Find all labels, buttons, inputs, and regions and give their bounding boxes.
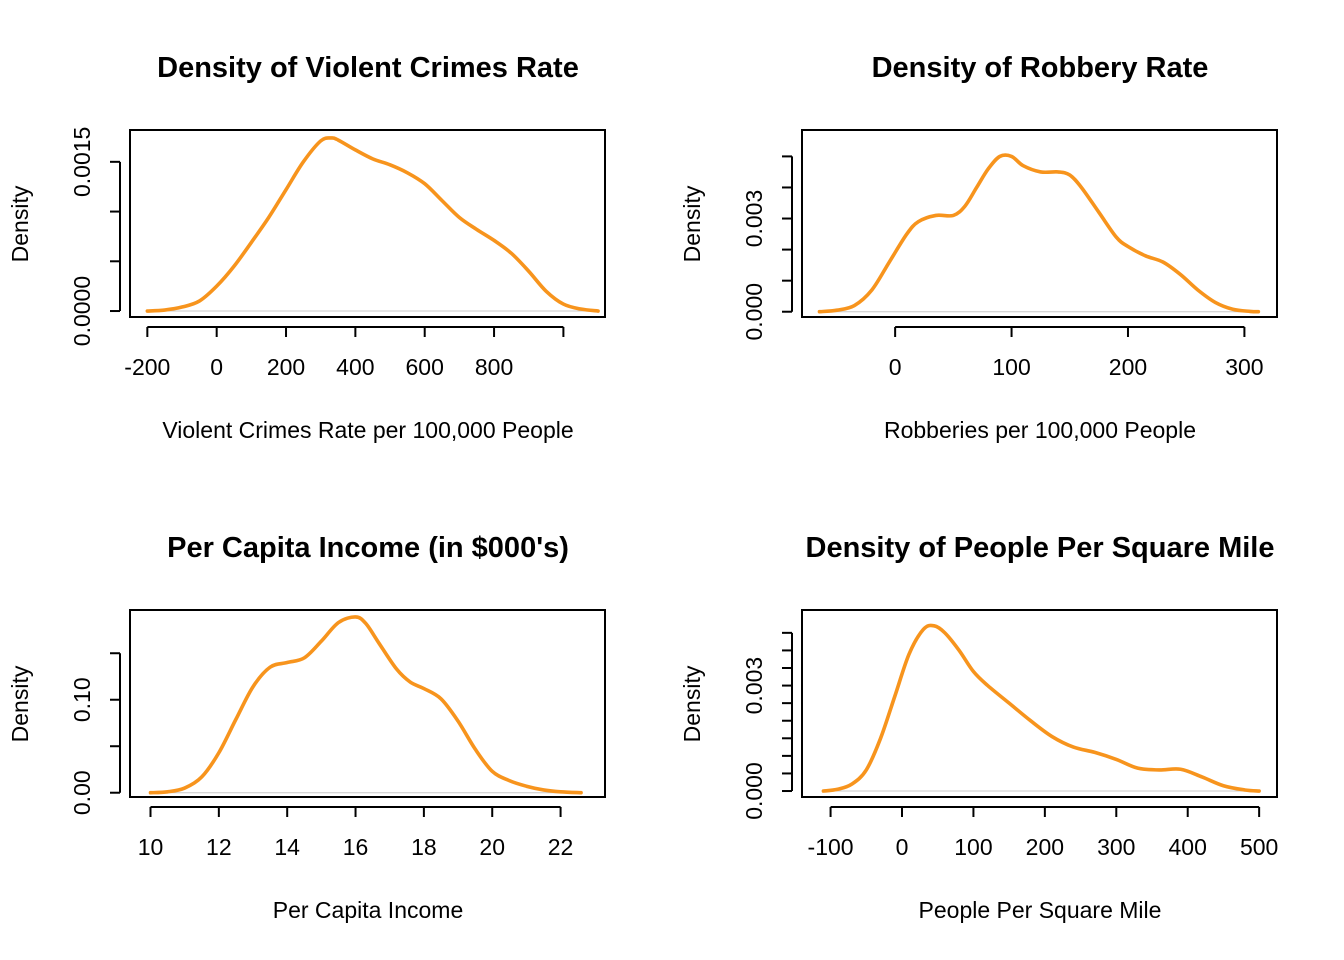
x-tick-label: 20 [479, 834, 505, 860]
x-tick-label: 500 [1240, 834, 1278, 860]
x-tick-label: -100 [808, 834, 854, 860]
y-tick-label: 0.000 [741, 762, 767, 820]
density-curve [821, 623, 1261, 793]
panel-title: Density of People Per Square Mile [806, 532, 1275, 564]
x-tick-label: 200 [1109, 354, 1147, 380]
x-tick-label: 300 [1225, 354, 1263, 380]
density-curve [145, 136, 600, 313]
y-axis-label: Density [679, 185, 705, 262]
x-tick-label: 10 [138, 834, 164, 860]
panel-people-per-square-mile: Density of People Per Square Mile People… [679, 532, 1278, 923]
x-axis-label: Violent Crimes Rate per 100,000 People [162, 417, 573, 443]
y-tick-label: 0.003 [741, 190, 767, 248]
x-tick-label: 600 [406, 354, 444, 380]
y-tick-label: 0.0000 [69, 276, 95, 346]
y-axis-label: Density [7, 185, 33, 262]
y-tick-label: 0.10 [69, 677, 95, 722]
x-tick-label: 100 [954, 834, 992, 860]
x-axis-label: Per Capita Income [273, 897, 463, 923]
y-tick-label: 0.0015 [69, 127, 95, 197]
panel-title: Density of Robbery Rate [872, 52, 1209, 84]
y-axis-label: Density [7, 665, 33, 742]
x-tick-label: 22 [548, 834, 574, 860]
x-tick-label: 400 [1169, 834, 1207, 860]
x-tick-label: 200 [267, 354, 305, 380]
plot-frame [129, 609, 606, 798]
x-tick-label: -200 [124, 354, 170, 380]
plot-frame [801, 129, 1278, 318]
plot-frame [129, 129, 606, 318]
x-tick-label: 0 [896, 834, 909, 860]
x-tick-label: 18 [411, 834, 437, 860]
x-tick-label: 400 [336, 354, 374, 380]
x-tick-label: 0 [210, 354, 223, 380]
x-axis-label: People Per Square Mile [919, 897, 1162, 923]
x-tick-label: 14 [274, 834, 300, 860]
plot-marks: -200 0 200 400 600 800 0.0000 0.0015 [69, 127, 600, 380]
x-tick-label: 200 [1026, 834, 1064, 860]
plot-marks: 0 100 200 300 0.000 0.003 [741, 153, 1264, 380]
x-tick-label: 100 [992, 354, 1030, 380]
x-tick-label: 12 [206, 834, 232, 860]
plot-marks: 10 12 14 16 18 20 22 0.00 0.10 [69, 615, 583, 860]
panel-title: Per Capita Income (in $000's) [167, 532, 569, 564]
y-tick-label: 0.003 [741, 657, 767, 715]
density-curve [817, 153, 1261, 314]
x-axis-label: Robberies per 100,000 People [884, 417, 1196, 443]
panel-robbery: Density of Robbery Rate Robberies per 10… [679, 52, 1278, 443]
panel-per-capita-income: Per Capita Income (in $000's) Per Capita… [7, 532, 606, 923]
x-tick-label: 16 [343, 834, 369, 860]
plot-frame [801, 609, 1278, 798]
density-curve [148, 615, 583, 795]
panel-violent-crimes: Density of Violent Crimes Rate Violent C… [7, 52, 606, 443]
plot-marks: -100 0 100 200 300 400 500 0.000 0.003 [741, 623, 1278, 860]
x-tick-label: 800 [475, 354, 513, 380]
panel-title: Density of Violent Crimes Rate [157, 52, 579, 84]
y-tick-label: 0.00 [69, 770, 95, 815]
y-tick-label: 0.000 [741, 283, 767, 341]
x-tick-label: 0 [889, 354, 902, 380]
y-axis-label: Density [679, 665, 705, 742]
x-tick-label: 300 [1097, 834, 1135, 860]
